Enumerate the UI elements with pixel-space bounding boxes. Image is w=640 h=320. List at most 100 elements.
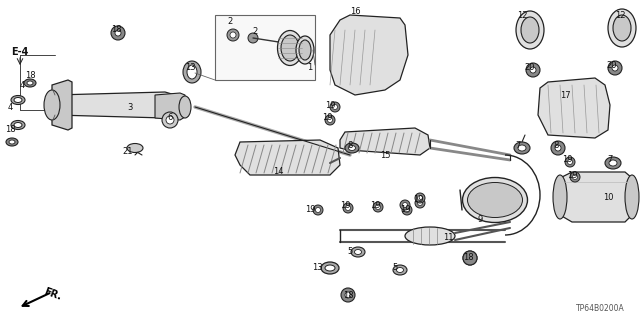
Ellipse shape xyxy=(521,17,539,43)
Ellipse shape xyxy=(296,36,314,64)
Text: 5: 5 xyxy=(348,247,353,257)
Text: 4: 4 xyxy=(8,103,13,113)
Text: 21: 21 xyxy=(123,148,133,156)
Circle shape xyxy=(328,117,333,123)
Ellipse shape xyxy=(281,35,299,61)
Polygon shape xyxy=(155,93,185,120)
Ellipse shape xyxy=(349,146,355,150)
Text: 10: 10 xyxy=(603,194,613,203)
Ellipse shape xyxy=(463,178,527,222)
Text: 19: 19 xyxy=(324,100,335,109)
Ellipse shape xyxy=(321,262,339,274)
Text: 11: 11 xyxy=(443,234,453,243)
Text: 19: 19 xyxy=(562,156,572,164)
Ellipse shape xyxy=(518,145,526,151)
Circle shape xyxy=(415,193,425,203)
Ellipse shape xyxy=(325,265,335,271)
Ellipse shape xyxy=(14,123,22,127)
Text: 19: 19 xyxy=(567,171,577,180)
Ellipse shape xyxy=(127,143,143,153)
Circle shape xyxy=(570,172,580,182)
Text: 19: 19 xyxy=(370,201,380,210)
Ellipse shape xyxy=(393,265,407,275)
Ellipse shape xyxy=(9,140,15,144)
Circle shape xyxy=(376,204,381,210)
Ellipse shape xyxy=(299,40,311,60)
Circle shape xyxy=(166,116,174,124)
Ellipse shape xyxy=(397,268,403,273)
Ellipse shape xyxy=(345,143,359,153)
Ellipse shape xyxy=(183,61,201,83)
Text: 8: 8 xyxy=(554,140,559,149)
Text: 18: 18 xyxy=(111,26,122,35)
Ellipse shape xyxy=(405,227,455,245)
Text: 2: 2 xyxy=(252,28,258,36)
Text: 13: 13 xyxy=(312,263,323,273)
Ellipse shape xyxy=(467,182,522,218)
Circle shape xyxy=(415,198,425,208)
Circle shape xyxy=(555,145,561,151)
Circle shape xyxy=(333,105,337,109)
Text: 3: 3 xyxy=(127,103,132,113)
Polygon shape xyxy=(215,15,315,80)
Circle shape xyxy=(608,61,622,75)
Circle shape xyxy=(530,67,536,73)
Text: 6: 6 xyxy=(167,114,173,123)
Text: 12: 12 xyxy=(615,11,625,20)
Circle shape xyxy=(345,292,351,298)
Text: 14: 14 xyxy=(273,167,284,177)
Text: 2: 2 xyxy=(227,18,232,27)
Text: 19: 19 xyxy=(305,205,316,214)
Circle shape xyxy=(568,159,573,164)
Circle shape xyxy=(316,207,321,212)
Circle shape xyxy=(402,205,412,215)
Text: 5: 5 xyxy=(392,263,397,273)
Circle shape xyxy=(227,29,239,41)
Polygon shape xyxy=(55,92,175,118)
Text: 18: 18 xyxy=(463,252,474,261)
Ellipse shape xyxy=(514,142,530,154)
Text: 7: 7 xyxy=(515,140,521,149)
Text: 15: 15 xyxy=(380,150,390,159)
Text: E-4: E-4 xyxy=(12,47,29,57)
Text: FR.: FR. xyxy=(42,286,62,302)
Circle shape xyxy=(463,251,477,265)
Ellipse shape xyxy=(516,11,544,49)
Circle shape xyxy=(325,115,335,125)
Ellipse shape xyxy=(14,98,22,102)
Ellipse shape xyxy=(625,175,639,219)
Text: 8: 8 xyxy=(348,140,353,149)
Circle shape xyxy=(417,201,422,205)
Text: 1: 1 xyxy=(307,63,312,73)
Polygon shape xyxy=(538,78,610,138)
Text: 19: 19 xyxy=(413,196,423,204)
Text: 9: 9 xyxy=(477,215,483,225)
Polygon shape xyxy=(330,15,408,95)
Text: 13: 13 xyxy=(185,63,195,73)
Ellipse shape xyxy=(613,15,631,41)
Text: 12: 12 xyxy=(516,11,527,20)
Text: 18: 18 xyxy=(4,125,15,134)
Polygon shape xyxy=(340,128,430,155)
Ellipse shape xyxy=(351,247,365,257)
Circle shape xyxy=(330,102,340,112)
Text: 19: 19 xyxy=(340,201,350,210)
Text: 4: 4 xyxy=(19,82,24,91)
Circle shape xyxy=(526,63,540,77)
Text: TP64B0200A: TP64B0200A xyxy=(576,304,625,313)
Circle shape xyxy=(400,200,410,210)
Circle shape xyxy=(248,33,258,43)
Polygon shape xyxy=(235,140,340,175)
Circle shape xyxy=(573,174,577,180)
Polygon shape xyxy=(52,80,72,130)
Circle shape xyxy=(230,32,236,38)
Ellipse shape xyxy=(11,95,25,105)
Ellipse shape xyxy=(44,90,60,120)
Ellipse shape xyxy=(608,9,636,47)
Circle shape xyxy=(467,255,473,261)
Ellipse shape xyxy=(553,175,567,219)
Text: 19: 19 xyxy=(322,114,332,123)
Ellipse shape xyxy=(355,250,362,254)
Circle shape xyxy=(341,288,355,302)
Circle shape xyxy=(111,26,125,40)
